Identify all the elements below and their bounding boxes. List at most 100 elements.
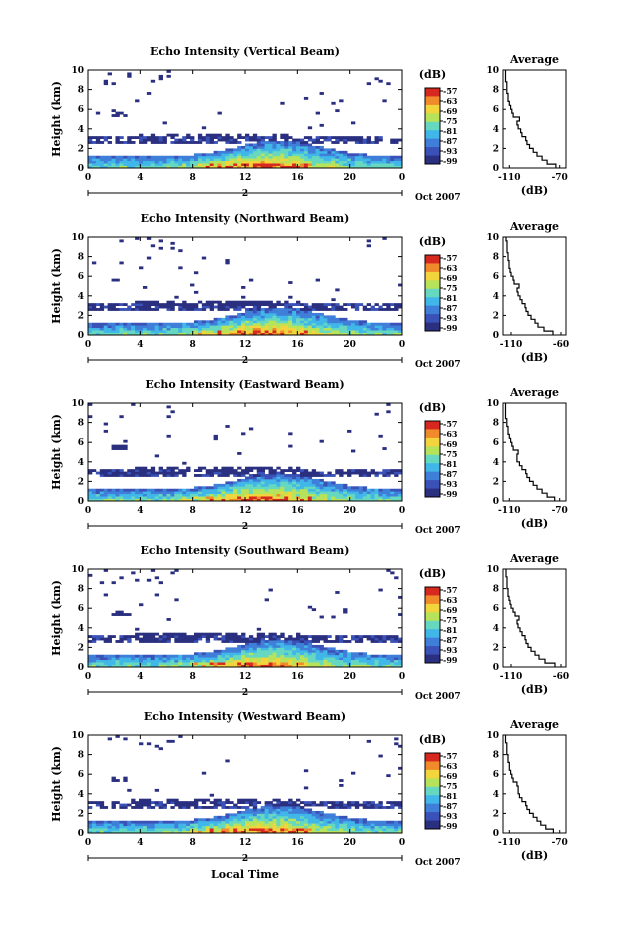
heatmap-cell [299,664,305,668]
heatmap-cell [386,327,391,331]
heatmap-cell [260,300,266,304]
heatmap-cell [139,327,144,331]
heatmap-cell [248,498,254,502]
heatmap-cell [201,308,207,311]
heatmap-cell [135,491,140,495]
heatmap-cell [166,798,171,802]
heatmap-cell [99,491,105,495]
heatmap-cell [115,141,120,144]
heatmap-cell [245,818,250,822]
heatmap-cell [237,308,242,311]
heatmap-cell [276,150,281,154]
heatmap-cell [284,476,289,480]
heatmap-cell [382,327,387,331]
heatmap-cell [362,320,368,324]
heatmap-cell [209,327,215,331]
heatmap-cell [158,806,163,809]
heatmap-cell [170,488,175,492]
heatmap-cell [201,806,207,809]
heatmap-cell [221,662,226,665]
heatmap-cell [378,138,383,142]
heatmap-cell [335,317,340,321]
heatmap-cell [248,662,254,665]
heatmap-cell [296,640,301,643]
heatmap-cell [233,823,238,827]
heatmap-cell [197,325,203,329]
heatmap-cell [174,303,179,306]
colorbar-label: (dB) [419,68,446,81]
heatmap-cell [354,155,360,159]
heatmap-cell [217,820,222,824]
heatmap-cell [182,300,187,304]
heatmap-cell [248,659,254,663]
heatmap-cell [182,654,187,658]
heatmap-cell [237,155,242,159]
heatmap-cell [127,640,132,643]
heatmap-cell [303,642,309,646]
heatmap-cell [378,493,383,497]
heatmap-cell [201,153,207,157]
heatmap-cell [186,308,191,311]
heatmap-cell [256,808,262,812]
heatmap-cell [146,471,152,475]
heatmap-cell [256,160,262,164]
heatmap-cell [241,155,246,159]
heatmap-cell [319,637,324,641]
heatmap-cell [311,662,317,665]
heatmap-cell [335,160,340,164]
heatmap-cell [197,798,203,802]
heatmap-cell [162,488,167,492]
heatmap-cell [299,657,305,661]
heatmap-cell [186,825,191,829]
heatmap-cell [280,652,285,656]
heatmap-cell [248,138,254,142]
heatmap-cell [225,155,230,159]
heatmap-cell [146,798,152,802]
heatmap-cell [166,469,171,472]
heatmap-cell [319,481,324,485]
heatmap-cell [386,825,391,829]
heatmap-cell [398,496,403,499]
heatmap-cell [307,491,313,495]
heatmap-cell [205,657,211,661]
heatmap-cell [256,145,262,149]
heatmap-cell [311,160,317,164]
heatmap-cell [178,635,183,638]
heatmap-cell [88,801,93,804]
date-label: Oct 2007 [415,193,461,203]
heatmap-cell [394,138,399,142]
heatmap-cell [186,303,191,306]
heatmap-cell [268,496,273,499]
heatmap-cell [256,640,262,643]
heatmap-cell [150,493,156,497]
heatmap-cell [292,498,297,502]
heatmap-cell [343,654,348,658]
heatmap-cell [280,315,285,319]
heatmap-cell [221,664,226,668]
heatmap-cell [398,332,403,336]
heatmap-cell [190,803,195,807]
heatmap-cell [256,474,262,477]
heatmap-cell [394,332,399,336]
echo-heatmap [88,237,403,336]
heatmap-cell [323,491,328,495]
heatmap-cell [323,330,328,333]
heatmap-cell [288,806,293,809]
heatmap-cell [307,664,313,668]
heatmap-cell [115,664,120,668]
heatmap-cell [366,325,372,329]
heatmap-cell [103,429,109,433]
heatmap-cell [201,820,207,824]
heatmap-cell [193,271,199,275]
heatmap-cell [241,498,246,502]
heatmap-cell [311,158,317,162]
panel-4: Echo Intensity (Southward Beam)0246810He… [50,544,569,702]
heatmap-cell [229,825,234,829]
heatmap-cell [233,165,238,169]
heatmap-cell [382,498,387,502]
heatmap-cell [311,320,317,324]
heatmap-cell [390,163,395,166]
heatmap-cell [119,488,124,492]
heatmap-cell [343,815,348,819]
heatmap-cell [260,664,266,668]
